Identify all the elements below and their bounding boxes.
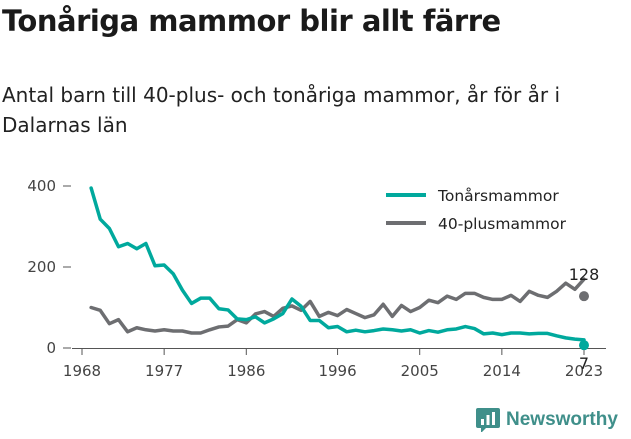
end-point-1	[579, 291, 589, 302]
y-tick-label: 400	[27, 177, 56, 195]
x-tick-label: 1968	[63, 362, 101, 380]
series-line-0	[89, 186, 586, 342]
chart-subtitle: Antal barn till 40-plus- och tonåriga ma…	[2, 83, 561, 137]
brand-name: Newsworthy	[506, 409, 618, 430]
newsworthy-icon	[476, 408, 500, 432]
x-tick-label: 1986	[227, 362, 265, 380]
y-tick-label: 200	[27, 258, 56, 276]
newsworthy-logo: Newsworthy	[476, 408, 618, 432]
chart-title: Tonåriga mammor blir allt färre	[2, 4, 501, 38]
legend-label-0: Tonårsmammor	[437, 187, 559, 205]
x-tick-label: 2023	[565, 362, 603, 380]
x-tick-label: 2014	[483, 362, 521, 380]
end-point-0	[579, 340, 589, 351]
series-line-1	[89, 277, 586, 335]
legend-label-1: 40-plusmammor	[438, 215, 567, 233]
end-label-1: 128	[569, 265, 600, 284]
x-tick-label: 1996	[318, 362, 356, 380]
y-tick-label: 0	[46, 339, 56, 357]
end-label-0: 7	[579, 354, 589, 373]
x-tick-label: 2005	[401, 362, 439, 380]
x-tick-label: 1977	[145, 362, 183, 380]
